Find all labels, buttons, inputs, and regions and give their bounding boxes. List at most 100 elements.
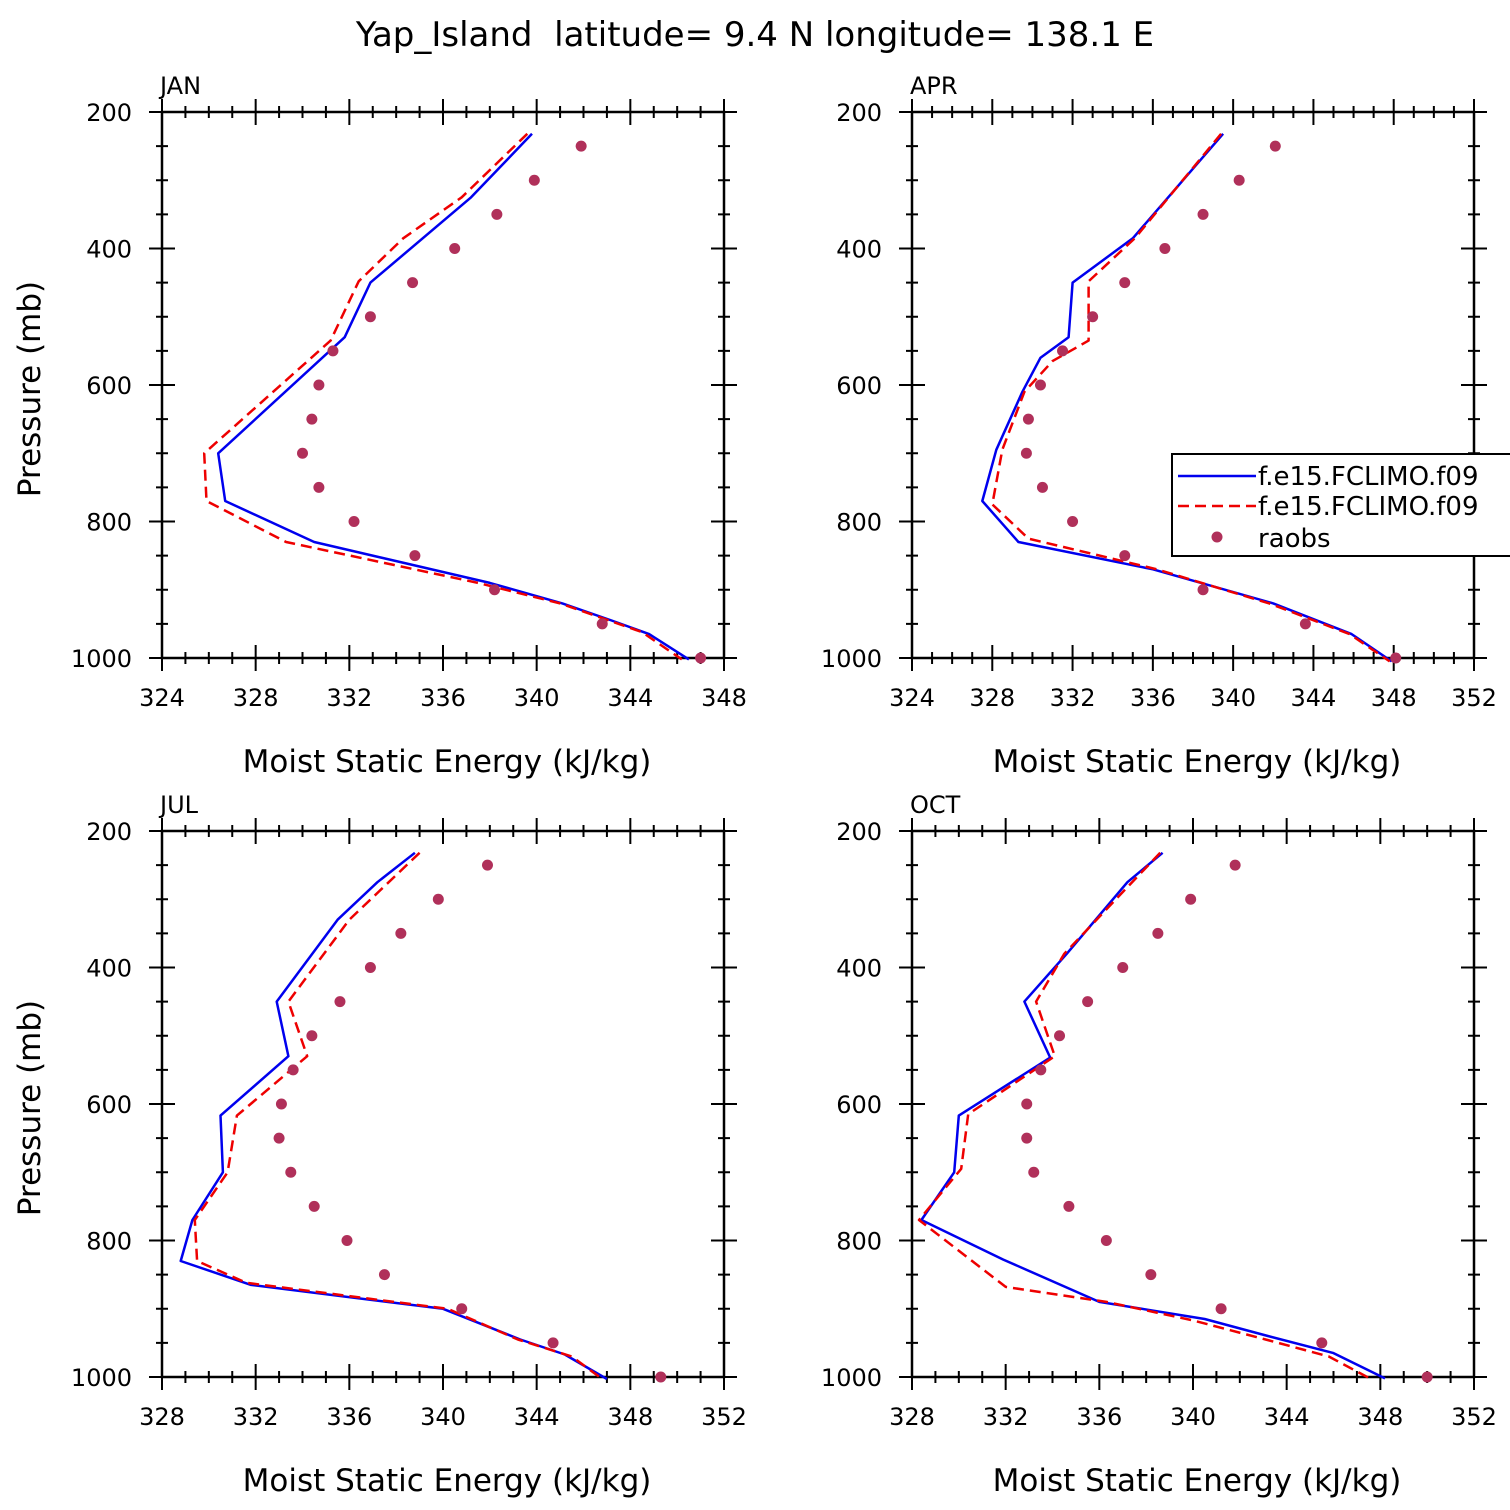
x-tick-label: 332 xyxy=(233,1403,279,1431)
legend-entry: raobs xyxy=(1258,524,1331,554)
x-tick-label: 348 xyxy=(1371,684,1417,712)
raobs-point xyxy=(481,859,493,871)
raobs-point xyxy=(456,1303,468,1315)
raobs-point xyxy=(313,481,325,493)
x-tick-label: 340 xyxy=(1170,1403,1216,1431)
x-tick-label: 344 xyxy=(514,1403,560,1431)
raobs-point xyxy=(1036,481,1048,493)
raobs-points xyxy=(297,140,707,664)
chart-title: Yap_Island latitude= 9.4 N longitude= 13… xyxy=(355,15,1154,55)
raobs-point xyxy=(1159,243,1171,254)
raobs-point xyxy=(1119,550,1131,562)
x-tick-label: 336 xyxy=(1130,684,1176,712)
raobs-point xyxy=(1185,893,1197,905)
raobs-point xyxy=(1197,584,1209,596)
raobs-point xyxy=(306,1030,318,1042)
x-tick-label: 348 xyxy=(607,1403,653,1431)
raobs-point xyxy=(1390,652,1402,664)
raobs-point xyxy=(596,618,608,630)
y-tick-label: 600 xyxy=(86,372,132,400)
raobs-point xyxy=(275,1098,287,1110)
raobs-points xyxy=(273,859,667,1383)
raobs-points xyxy=(1021,859,1433,1383)
raobs-point xyxy=(1021,1098,1033,1110)
y-tick-label: 800 xyxy=(836,509,882,537)
panel-label: OCT xyxy=(910,791,961,819)
x-tick-label: 336 xyxy=(326,1403,372,1431)
y-tick-label: 600 xyxy=(86,1091,132,1119)
raobs-point xyxy=(285,1166,297,1178)
y-tick-label: 1000 xyxy=(821,1364,882,1392)
x-tick-label: 352 xyxy=(1451,1403,1497,1431)
x-tick-label: 336 xyxy=(420,684,466,712)
raobs-point xyxy=(1087,311,1099,323)
x-tick-label: 332 xyxy=(983,1403,1029,1431)
raobs-point xyxy=(313,379,325,391)
raobs-point xyxy=(1057,345,1069,357)
raobs-point xyxy=(1215,1303,1227,1315)
x-tick-label: 348 xyxy=(701,684,747,712)
raobs-point xyxy=(1022,413,1034,425)
raobs-point xyxy=(1233,174,1245,186)
x-tick-label: 340 xyxy=(1210,684,1256,712)
raobs-point xyxy=(432,893,444,905)
y-tick-label: 200 xyxy=(836,818,882,846)
y-tick-label: 1000 xyxy=(71,645,132,673)
y-tick-label: 400 xyxy=(86,955,132,983)
x-tick-label: 352 xyxy=(1451,684,1497,712)
raobs-point xyxy=(409,550,421,562)
raobs-point xyxy=(1152,927,1164,939)
raobs-point xyxy=(1054,1030,1066,1042)
raobs-point xyxy=(1229,859,1241,871)
plot-frame xyxy=(910,110,1476,660)
x-tick-label: 344 xyxy=(1291,684,1337,712)
raobs-point xyxy=(334,996,346,1008)
y-tick-label: 800 xyxy=(836,1228,882,1256)
panel-jan: JAN 324 328 332 336 340 344 348 200 400 600 800 1000… xyxy=(12,72,747,780)
legend-swatch-dot xyxy=(1211,531,1223,543)
y-tick-label: 400 xyxy=(836,236,882,264)
x-tick-label: 324 xyxy=(139,684,185,712)
model-line-dashed xyxy=(193,851,603,1381)
plot-frame xyxy=(160,829,726,1379)
model-line-solid xyxy=(179,851,608,1381)
raobs-point xyxy=(1269,140,1281,152)
raobs-point xyxy=(489,584,501,596)
panel-label: JAN xyxy=(158,72,201,100)
raobs-point xyxy=(364,962,376,973)
raobs-point xyxy=(341,1235,353,1246)
raobs-point xyxy=(449,243,461,254)
raobs-point xyxy=(1197,208,1209,220)
raobs-point xyxy=(395,927,407,939)
x-tick-label: 336 xyxy=(1076,1403,1122,1431)
raobs-point xyxy=(287,1064,299,1076)
x-tick-label: 344 xyxy=(1264,1403,1310,1431)
x-tick-label: 328 xyxy=(889,1403,935,1431)
raobs-point xyxy=(1145,1269,1157,1281)
x-axis-label: Moist Static Energy (kJ/kg) xyxy=(243,1463,652,1499)
x-tick-label: 348 xyxy=(1357,1403,1403,1431)
raobs-point xyxy=(364,311,376,323)
legend-box xyxy=(1171,453,1510,557)
raobs-point xyxy=(407,277,419,289)
model-line-dashed xyxy=(917,851,1372,1381)
raobs-point xyxy=(1063,1200,1075,1212)
x-axis-label: Moist Static Energy (kJ/kg) xyxy=(243,744,652,780)
raobs-point xyxy=(1316,1337,1328,1349)
raobs-point xyxy=(491,208,503,220)
raobs-point xyxy=(1067,516,1079,527)
raobs-point xyxy=(378,1269,390,1281)
raobs-point xyxy=(348,516,360,527)
panel-label: APR xyxy=(910,72,958,100)
raobs-point xyxy=(1028,1166,1040,1178)
panel-oct: OCT 328 332 336 340 344 348 352 200 400 600 800 1000… xyxy=(821,791,1497,1499)
x-tick-label: 328 xyxy=(969,684,1015,712)
raobs-point xyxy=(308,1200,320,1212)
y-tick-label: 600 xyxy=(836,1091,882,1119)
raobs-point xyxy=(547,1337,559,1349)
x-tick-label: 328 xyxy=(233,684,279,712)
y-tick-label: 400 xyxy=(836,955,882,983)
y-axis-label: Pressure (mb) xyxy=(12,281,48,497)
